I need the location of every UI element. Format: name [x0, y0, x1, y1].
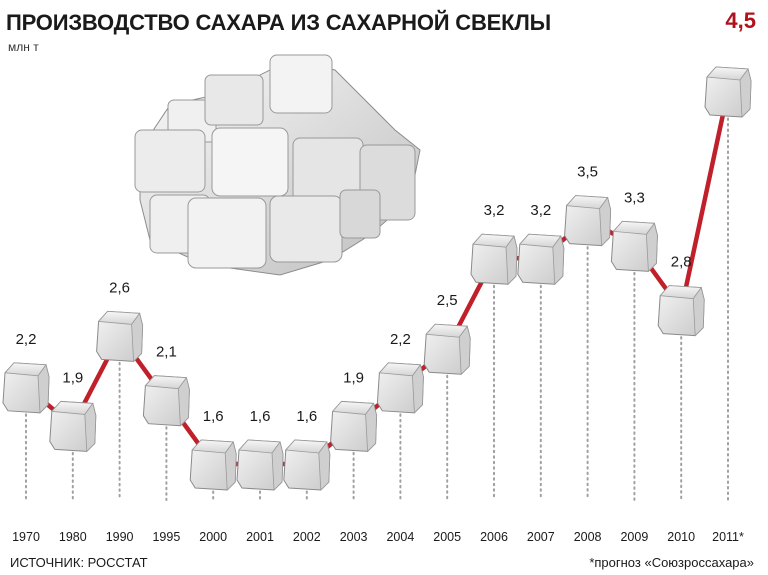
x-tick-label-13: 2009 [620, 530, 648, 544]
x-tick-label-7: 2003 [340, 530, 368, 544]
x-tick-label-0: 1970 [12, 530, 40, 544]
data-point-cube-10 [470, 233, 518, 286]
x-tick-label-3: 1995 [152, 530, 180, 544]
y-axis-label: млн т [8, 40, 39, 54]
x-tick-label-15: 2011* [712, 530, 744, 544]
value-label-15: 4,5 [725, 8, 756, 33]
value-label-0: 2,2 [16, 331, 37, 348]
data-point-cube-15 [704, 66, 752, 118]
x-tick-label-4: 2000 [199, 530, 227, 544]
x-tick-label-12: 2008 [574, 530, 602, 544]
x-tick-label-11: 2007 [527, 530, 555, 544]
plot-area: 2,2 1,9 2,6 2,1 1,6 1,6 1,6 1,9 2,2 2,5 3,2 3,2 3,5 3… [2, 8, 756, 544]
data-point-cube-3 [142, 375, 190, 427]
series-line [24, 90, 731, 467]
footnote: *прогноз «Союзроссахара» [589, 555, 754, 570]
x-tick-label-1: 1980 [59, 530, 87, 544]
data-point-cube-2 [96, 310, 144, 363]
source-note: ИСТОЧНИК: РОССТАТ [10, 555, 148, 570]
data-point-cube-11 [517, 233, 565, 286]
value-label-11: 3,2 [530, 202, 551, 219]
chart-title: ПРОИЗВОДСТВО САХАРА ИЗ САХАРНОЙ СВЕКЛЫ [6, 10, 551, 35]
data-point-cube-12 [564, 195, 612, 247]
x-tick-label-8: 2004 [386, 530, 414, 544]
x-tick-label-5: 2001 [246, 530, 274, 544]
x-tick-label-9: 2005 [433, 530, 461, 544]
value-label-1: 1,9 [62, 369, 83, 386]
data-point-cube-6 [283, 439, 331, 491]
x-tick-label-6: 2002 [293, 530, 321, 544]
value-label-9: 2,5 [437, 292, 458, 309]
x-tick-label-10: 2006 [480, 530, 508, 544]
value-label-5: 1,6 [250, 408, 271, 425]
x-tick-label-14: 2010 [667, 530, 695, 544]
x-tick-label-2: 1990 [106, 530, 134, 544]
value-label-14: 2,8 [671, 254, 692, 271]
data-point-cube-4 [189, 439, 237, 491]
data-point-cube-1 [49, 400, 97, 453]
value-label-8: 2,2 [390, 331, 411, 348]
data-point-cube-9 [423, 323, 471, 376]
data-point-cube-0 [2, 362, 50, 414]
value-label-7: 1,9 [343, 369, 364, 386]
value-label-3: 2,1 [156, 344, 177, 361]
data-point-cube-8 [376, 362, 424, 414]
value-label-2: 2,6 [109, 279, 130, 296]
data-point-cube-5 [236, 439, 284, 491]
data-point-cube-13 [610, 220, 658, 273]
value-label-6: 1,6 [296, 408, 317, 425]
sugar-heap-illustration [134, 54, 421, 276]
data-point-cube-7 [330, 400, 378, 453]
data-point-cube-14 [657, 285, 705, 337]
value-label-12: 3,5 [577, 164, 598, 181]
value-label-13: 3,3 [624, 189, 645, 206]
value-label-4: 1,6 [203, 408, 224, 425]
value-label-10: 3,2 [484, 202, 505, 219]
